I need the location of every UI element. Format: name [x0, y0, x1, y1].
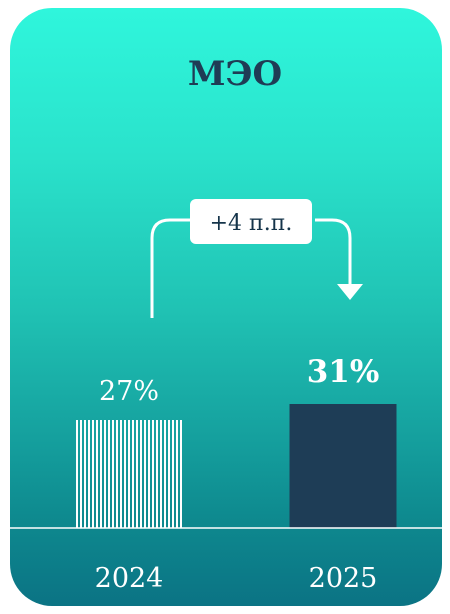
arrow-head-icon: [337, 284, 363, 300]
chart-title: МЭО: [188, 54, 282, 94]
delta-badge: [190, 199, 312, 244]
data-label-2024: 27%: [99, 376, 159, 407]
x-tick-2025: 2025: [309, 563, 378, 594]
x-tick-2024: 2024: [95, 563, 164, 594]
bar-2024: [75, 420, 183, 528]
bar-2025: [289, 404, 397, 528]
change-arrow: [150, 218, 352, 318]
delta-label: +4 п.п.: [210, 211, 293, 236]
data-label-2025: 31%: [307, 354, 380, 390]
